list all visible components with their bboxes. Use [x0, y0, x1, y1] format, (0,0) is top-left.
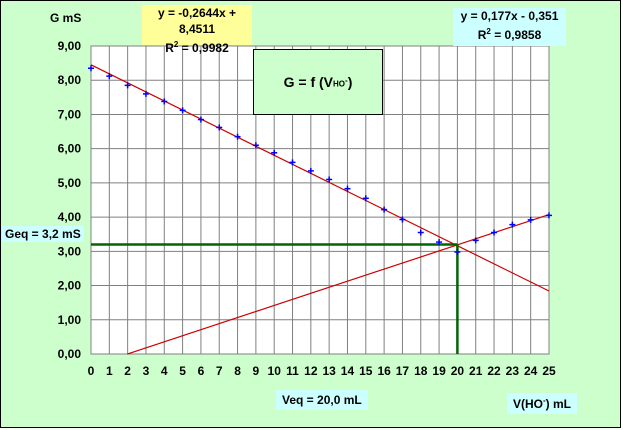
geq-label: Geq = 3,2 mS — [2, 226, 84, 242]
y-tick-label: 5,00 — [58, 176, 82, 190]
data-point — [326, 176, 333, 183]
data-point — [216, 124, 223, 131]
descending-fit-equation-box: y = -0,2644x + 8,4511 R2 = 0,9982 — [142, 5, 252, 55]
x-tick-label: 23 — [506, 364, 520, 378]
x-tick-label: 10 — [268, 364, 282, 378]
data-point — [271, 149, 278, 156]
equivalence-lines — [91, 243, 459, 354]
data-point — [454, 249, 461, 256]
x-tick-label: 18 — [414, 364, 428, 378]
ascending-fit-equation: y = 0,177x - 0,351 — [460, 9, 559, 23]
x-tick-label: 2 — [124, 364, 131, 378]
x-tick-label: 9 — [253, 364, 260, 378]
x-tick-label: 0 — [88, 364, 95, 378]
y-tick-label: 6,00 — [58, 142, 82, 156]
y-tick-label: 3,00 — [58, 244, 82, 258]
data-point — [289, 159, 296, 166]
x-tick-label: 24 — [524, 364, 538, 378]
data-point — [491, 229, 498, 236]
x-tick-label: 3 — [143, 364, 150, 378]
axis-ticks: 0,00 1,00 2,00 3,00 4,00 5,00 6,00 7,00 8,00 9,00… — [58, 39, 556, 378]
y-tick-label: 2,00 — [58, 279, 82, 293]
data-point — [88, 65, 94, 72]
data-point — [527, 216, 534, 223]
data-point — [344, 185, 351, 192]
x-tick-label: 15 — [359, 364, 373, 378]
x-tick-label: 12 — [304, 364, 318, 378]
descending-fit-equation: y = -0,2644x + 8,4511 — [157, 6, 237, 36]
y-tick-label: 1,00 — [58, 313, 82, 327]
data-point — [307, 167, 314, 174]
x-tick-label: 1 — [106, 364, 113, 378]
x-tick-label: 8 — [234, 364, 241, 378]
y-axis-label: G mS — [50, 11, 82, 25]
data-point — [179, 107, 186, 114]
x-tick-label: 22 — [487, 364, 501, 378]
y-tick-label: 9,00 — [58, 39, 82, 53]
x-tick-label: 7 — [216, 364, 223, 378]
ascending-fit-r2: R2 = 0,9858 — [477, 27, 542, 42]
ascending-fit-line — [127, 214, 550, 355]
veq-label: Veq = 20,0 mL — [276, 390, 368, 410]
descending-fit-r2: R2 = 0,9982 — [165, 40, 229, 55]
data-point — [124, 82, 131, 89]
x-tick-label: 17 — [396, 364, 410, 378]
data-point — [362, 195, 369, 202]
data-point — [472, 237, 479, 244]
x-axis-label: V(HO-) mL — [507, 393, 578, 414]
x-tick-label: 16 — [377, 364, 391, 378]
x-tick-label: 11 — [286, 364, 299, 378]
data-point — [252, 142, 259, 149]
data-point — [234, 133, 241, 140]
y-tick-label: 8,00 — [58, 73, 82, 87]
data-point — [106, 73, 113, 80]
x-tick-label: 21 — [469, 364, 483, 378]
ascending-fit-equation-box: y = 0,177x - 0,351 R2 = 0,9858 — [453, 8, 566, 46]
x-tick-label: 5 — [179, 364, 186, 378]
y-tick-label: 4,00 — [58, 210, 82, 224]
fit-lines — [90, 64, 550, 355]
x-tick-label: 20 — [451, 364, 465, 378]
data-point — [197, 116, 204, 123]
x-tick-label: 14 — [341, 364, 355, 378]
descending-fit-line — [90, 64, 550, 292]
x-tick-label: 6 — [198, 364, 205, 378]
data-point — [436, 239, 443, 246]
x-tick-label: 4 — [161, 364, 168, 378]
data-point — [161, 98, 168, 105]
chart-title: G = f (V HO-) — [253, 49, 383, 115]
data-point — [417, 229, 424, 236]
data-point — [399, 216, 406, 223]
x-tick-label: 19 — [432, 364, 446, 378]
data-point — [381, 206, 388, 213]
y-tick-label: 0,00 — [58, 347, 82, 361]
data-points — [88, 65, 552, 256]
x-tick-label: 13 — [322, 364, 336, 378]
data-point — [142, 90, 149, 97]
data-point — [546, 212, 552, 219]
data-point — [509, 221, 516, 228]
y-tick-label: 7,00 — [58, 107, 82, 121]
x-tick-label: 25 — [542, 364, 556, 378]
